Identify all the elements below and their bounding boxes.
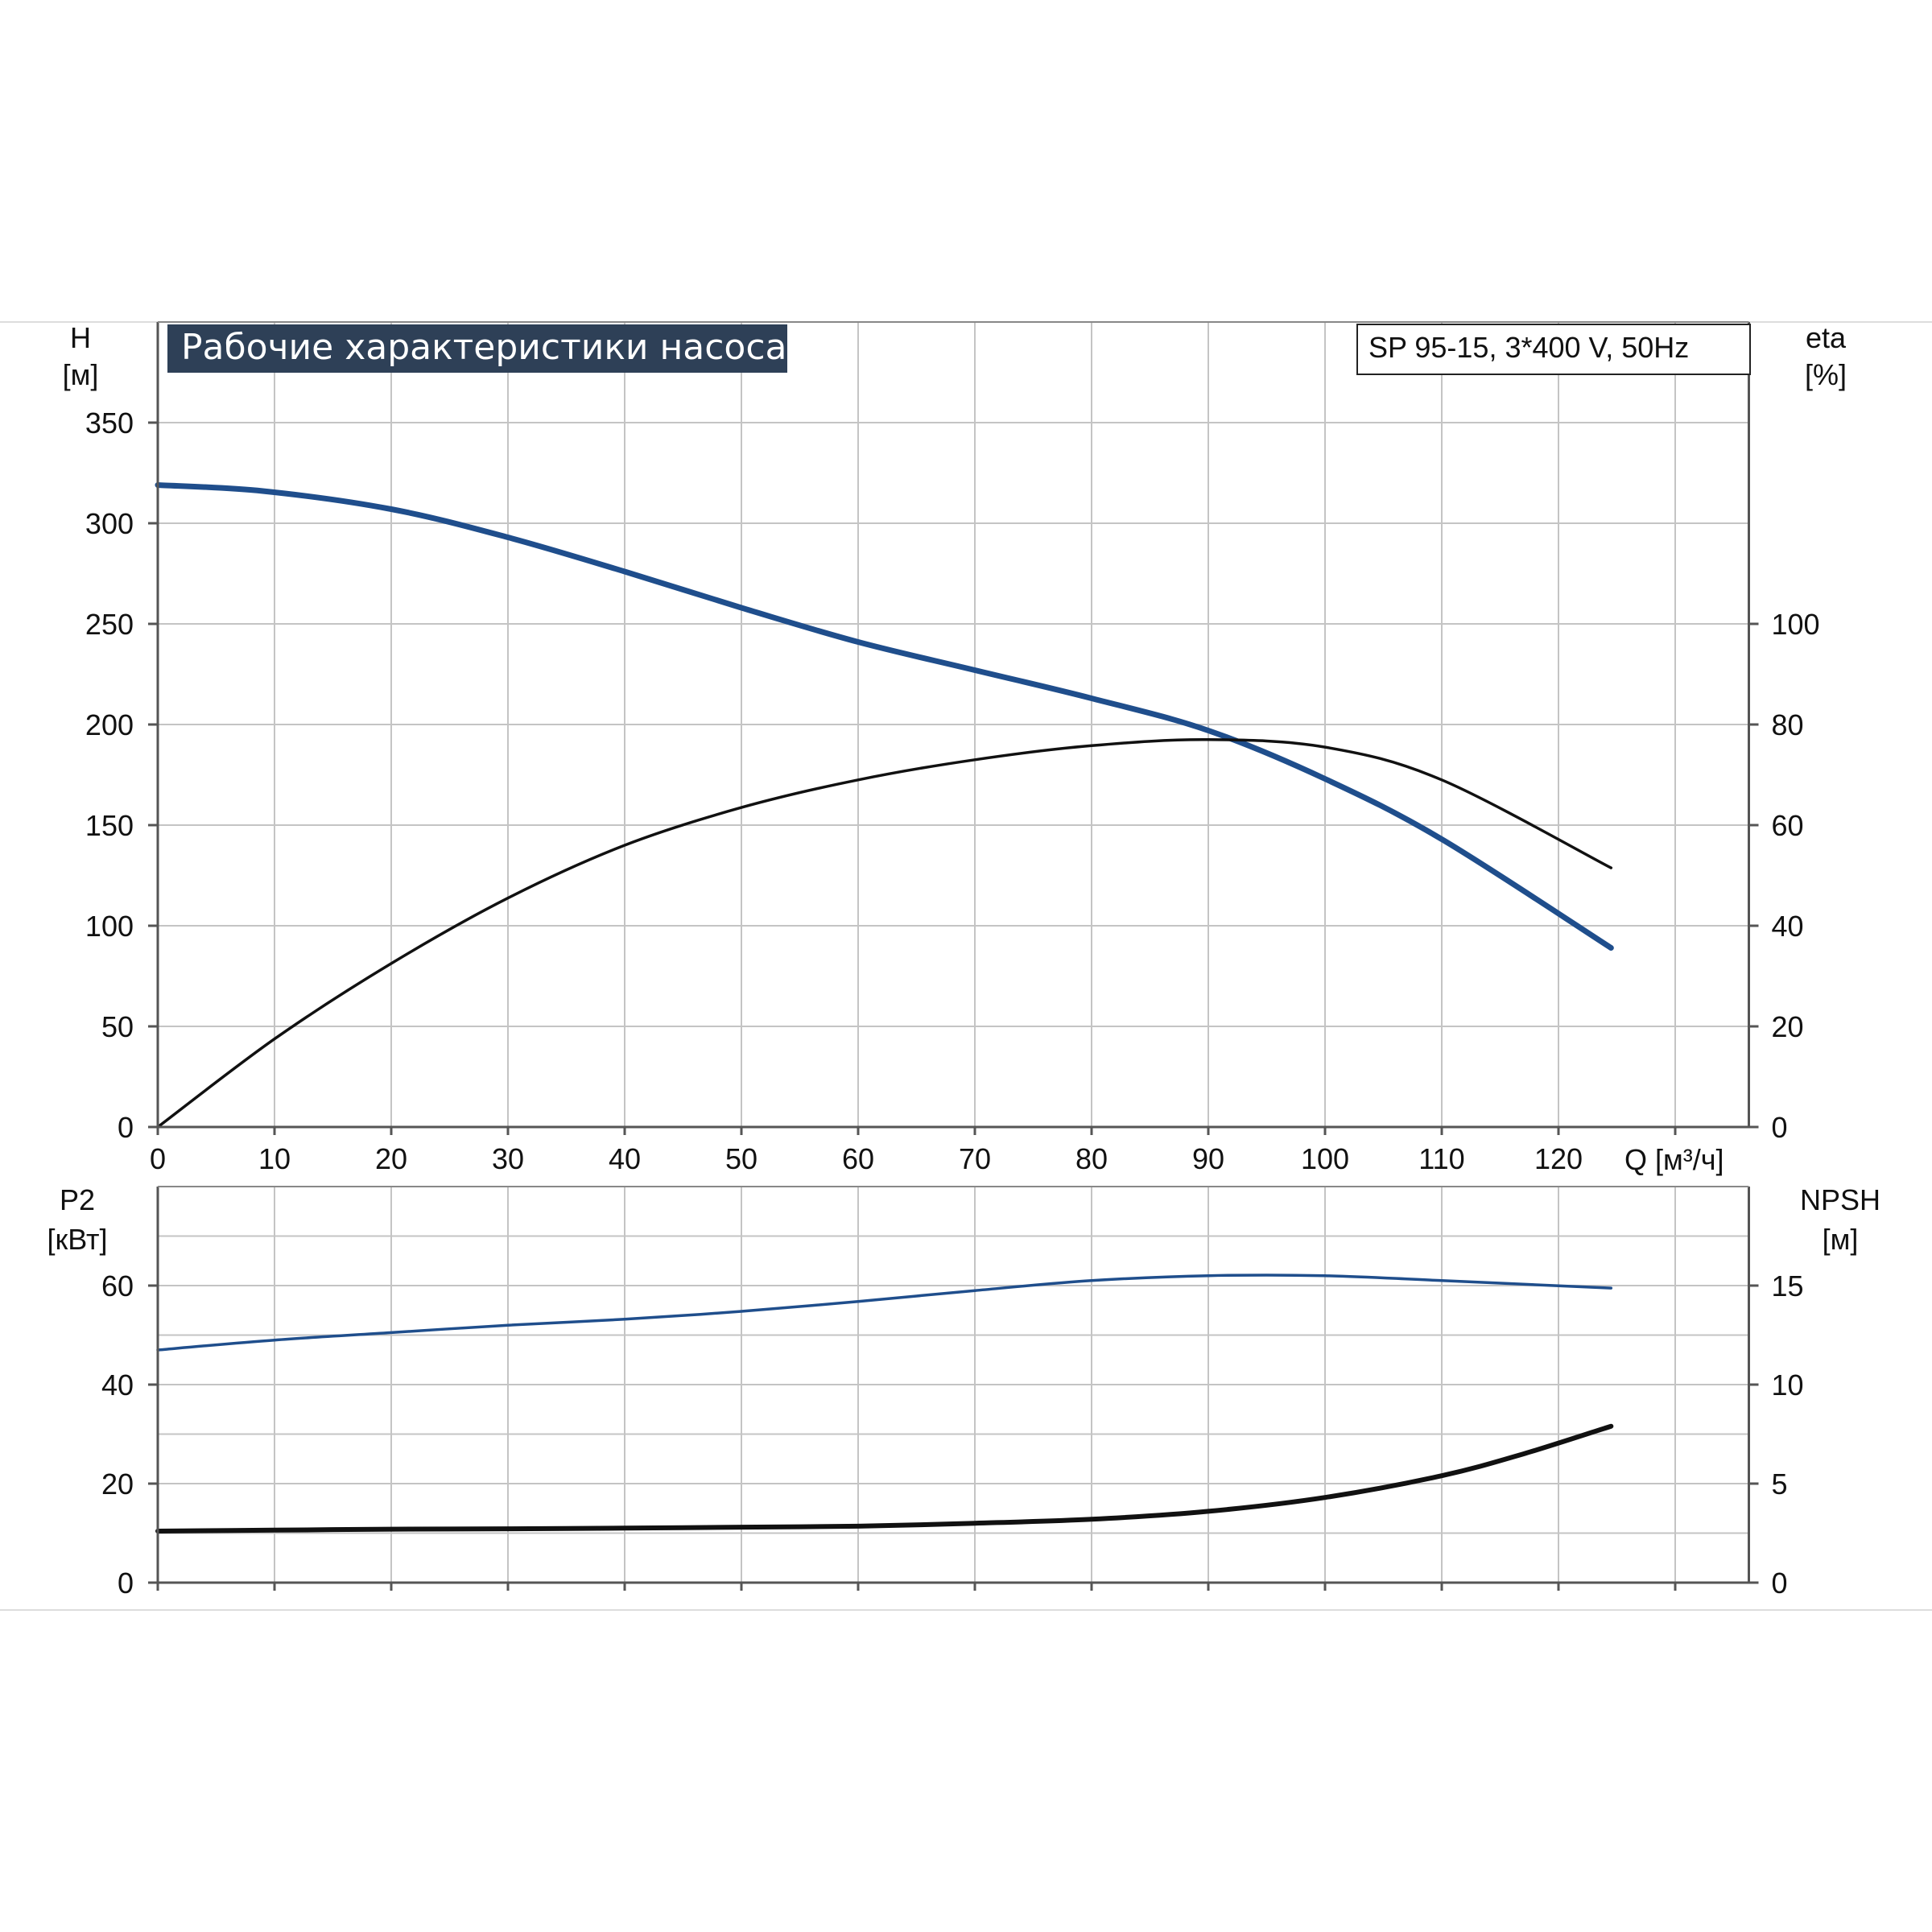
right-tick-label: 20 xyxy=(1772,1010,1804,1043)
right-tick-label: 40 xyxy=(1772,910,1804,943)
p2-axis-unit: [кВт] xyxy=(47,1223,107,1256)
x-tick-label: 80 xyxy=(1075,1142,1108,1175)
efficiency-curve xyxy=(156,738,1613,1129)
top-curves xyxy=(155,482,1614,1129)
power-p2-curve xyxy=(156,1274,1613,1352)
top-grid xyxy=(158,322,1749,1127)
x-tick-label: 70 xyxy=(959,1142,991,1175)
right-tick-label: 15 xyxy=(1772,1269,1804,1302)
eta-axis-label: eta xyxy=(1806,321,1847,354)
x-tick-label: 120 xyxy=(1534,1142,1583,1175)
h-axis-unit: [м] xyxy=(63,358,99,391)
left-tick-label: 60 xyxy=(101,1269,134,1302)
left-tick-label: 20 xyxy=(101,1468,134,1501)
p2-axis-label: P2 xyxy=(60,1183,95,1216)
right-tick-label: 5 xyxy=(1772,1468,1788,1501)
left-tick-label: 300 xyxy=(85,507,134,540)
x-tick-label: 40 xyxy=(609,1142,641,1175)
q-axis-label: Q [м³/ч] xyxy=(1624,1143,1724,1176)
h-axis-label: H xyxy=(70,321,91,354)
chart-title: Рабочие характеристики насоса xyxy=(181,327,786,368)
chart-title-box xyxy=(167,324,787,373)
left-tick-label: 150 xyxy=(85,809,134,842)
x-tick-label: 100 xyxy=(1301,1142,1349,1175)
npsh-curve xyxy=(155,1423,1614,1534)
bottom-curves xyxy=(155,1274,1614,1534)
right-tick-label: 80 xyxy=(1772,708,1804,741)
x-tick-label: 10 xyxy=(258,1142,291,1175)
x-tick-label: 60 xyxy=(842,1142,874,1175)
head-curve xyxy=(155,482,1614,951)
x-tick-label: 110 xyxy=(1418,1142,1464,1175)
left-tick-label: 200 xyxy=(85,708,134,741)
right-tick-label: 0 xyxy=(1772,1567,1788,1600)
head-efficiency-panel: 0 50 100 150 200 250 300 350 0 20 40 60 80 100 0 10 20 30… xyxy=(63,321,1847,1176)
left-tick-label: 250 xyxy=(85,608,134,641)
right-tick-label: 100 xyxy=(1772,608,1820,641)
model-label: SP 95-15, 3*400 V, 50Hz xyxy=(1368,331,1689,364)
right-tick-label: 0 xyxy=(1772,1111,1788,1144)
left-tick-label: 350 xyxy=(85,407,134,440)
left-tick-label: 0 xyxy=(118,1567,134,1600)
left-tick-label: 40 xyxy=(101,1368,134,1402)
npsh-axis-unit: [м] xyxy=(1823,1223,1859,1256)
left-tick-label: 0 xyxy=(118,1111,134,1144)
npsh-axis-label: NPSH xyxy=(1800,1183,1880,1216)
model-label-box xyxy=(1356,324,1751,375)
eta-axis-unit: [%] xyxy=(1805,358,1847,391)
right-tick-label: 10 xyxy=(1772,1368,1804,1402)
x-tick-label: 20 xyxy=(375,1142,407,1175)
right-tick-label: 60 xyxy=(1772,809,1804,842)
left-tick-label: 50 xyxy=(101,1010,134,1043)
x-tick-label: 0 xyxy=(150,1142,166,1175)
x-tick-label: 50 xyxy=(725,1142,758,1175)
x-tick-label: 30 xyxy=(492,1142,524,1175)
power-npsh-panel: 0 20 40 60 0 5 10 15 P2 [кВт] NPSH [м] xyxy=(47,1183,1880,1600)
bottom-ticks: 0 20 40 60 0 5 10 15 xyxy=(101,1269,1804,1600)
left-tick-label: 100 xyxy=(85,910,134,943)
bottom-grid xyxy=(158,1187,1749,1583)
x-tick-label: 90 xyxy=(1192,1142,1224,1175)
top-ticks: 0 50 100 150 200 250 300 350 0 20 40 60 80 100 0 10 20 30… xyxy=(85,407,1820,1175)
